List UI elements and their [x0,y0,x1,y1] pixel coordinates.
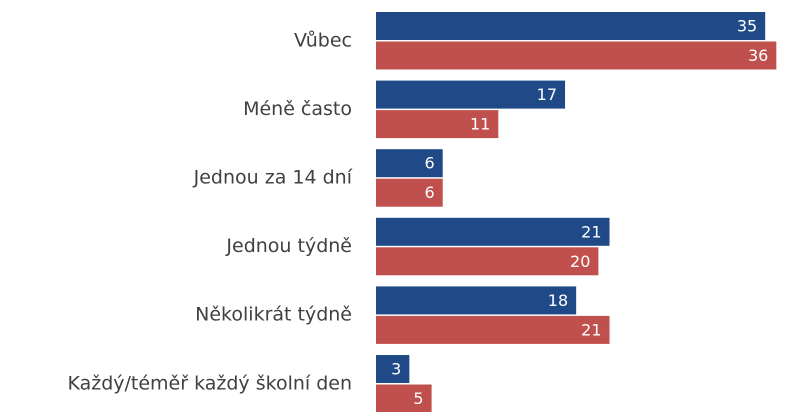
bar [376,12,766,40]
bar [376,80,566,109]
bar [376,247,599,276]
bar [376,355,410,383]
category-label: Několikrát týdně [195,304,352,326]
value-label: 17 [537,85,557,104]
category-label: Každý/téměř každý školní den [67,372,352,394]
value-label: 5 [413,389,423,408]
value-label: 3 [391,360,401,379]
value-label: 18 [548,291,568,310]
value-label: 21 [581,320,601,339]
value-label: 20 [570,252,590,271]
category-label: Jednou týdně [225,235,352,257]
bar [376,149,443,178]
category-label: Jednou za 14 dní [193,166,353,188]
value-label: 36 [748,46,768,65]
category-label: Méně často [243,98,352,120]
category-label: Vůbec [294,29,352,51]
value-label: 21 [581,222,601,241]
value-label: 6 [425,183,435,202]
value-label: 35 [737,17,757,36]
bar [376,286,577,315]
value-label: 11 [470,115,490,134]
bar [376,110,499,139]
bar [376,384,432,412]
bar [376,41,777,70]
bar [376,217,610,246]
value-label: 6 [425,154,435,173]
bar [376,178,443,207]
bar [376,315,610,344]
